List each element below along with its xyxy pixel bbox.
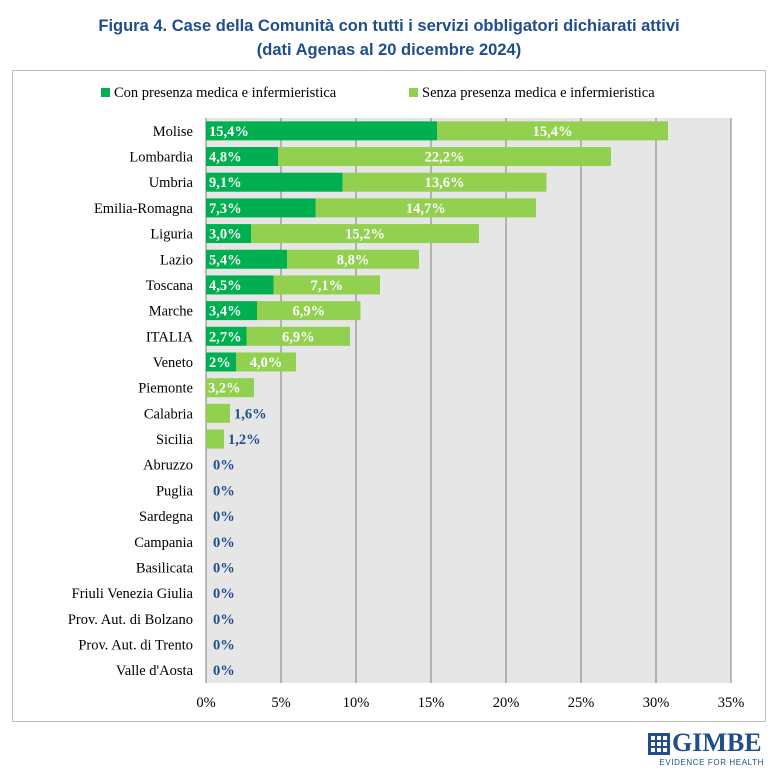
legend-label-2: Senza presenza medica e infermieristica (422, 85, 655, 101)
x-tick-label: 10% (343, 695, 370, 711)
category-label: Umbria (149, 175, 194, 191)
data-label-without-staff: 1,2% (228, 432, 261, 448)
data-label-without-staff: 6,9% (282, 329, 315, 345)
bar-with-staff (206, 224, 251, 244)
bar-without-staff (315, 198, 536, 218)
data-label-without-staff: 0% (213, 535, 235, 551)
category-label: Lazio (160, 252, 193, 268)
chart-title: Figura 4. Case della Comunità con tutti … (0, 14, 778, 62)
legend-label-1: Con presenza medica e infermieristica (114, 85, 337, 101)
data-label-without-staff: 0% (213, 663, 235, 679)
chart-frame: 0% 5% 10% 15% 20% 25% 30% 35% Con presenza medic… (12, 70, 766, 722)
category-label: Liguria (150, 227, 193, 243)
data-label-without-staff: 22,2% (425, 150, 465, 166)
data-label-without-staff: 14,7% (406, 201, 446, 217)
data-label-with-staff: 3,0% (209, 227, 242, 243)
bar-with-staff (206, 352, 236, 372)
data-label-without-staff: 0% (213, 612, 235, 628)
data-label-without-staff: 0% (213, 509, 235, 525)
data-label-without-staff: 6,9% (292, 304, 325, 320)
x-tick-label: 20% (493, 695, 520, 711)
data-label-with-staff: 7,3% (209, 201, 242, 217)
category-label: Lombardia (129, 150, 193, 166)
bar-with-staff (206, 198, 316, 218)
bar-with-staff (206, 121, 437, 141)
category-label: Abruzzo (143, 458, 193, 474)
category-label: Campania (134, 535, 193, 551)
logo-name: GIMBE (672, 728, 762, 757)
category-label: Friuli Venezia Giulia (72, 586, 194, 602)
data-label-without-staff: 7,1% (310, 278, 343, 294)
title-line-1: Figura 4. Case della Comunità con tutti … (98, 17, 680, 35)
bar-with-staff (206, 275, 274, 295)
bar-with-staff (206, 249, 287, 269)
data-label-without-staff: 0% (213, 483, 235, 499)
category-label: Prov. Aut. di Trento (78, 637, 193, 653)
data-label-with-staff: 2,7% (209, 329, 242, 345)
category-label: Sardegna (139, 509, 194, 525)
data-label-without-staff: 0% (213, 586, 235, 602)
bar-without-staff (273, 275, 380, 295)
bar-without-staff (287, 249, 419, 269)
data-label-without-staff: 4,0% (250, 355, 283, 371)
x-tick-label: 35% (718, 695, 745, 711)
category-label: Toscana (146, 278, 194, 294)
category-label: Molise (153, 124, 193, 140)
category-label: Piemonte (138, 381, 193, 397)
bar-without-staff (257, 301, 361, 321)
bar-with-staff (206, 301, 257, 321)
logo-tagline: EVIDENCE FOR HEALTH (659, 758, 764, 767)
data-label-without-staff: 0% (213, 458, 235, 474)
data-label-without-staff: 15,4% (533, 124, 573, 140)
data-label-with-staff: 15,4% (209, 124, 249, 140)
gimbe-logo: GIMBE EVIDENCE FOR HEALTH (646, 728, 764, 770)
bar-without-staff (206, 403, 230, 423)
bar-without-staff (437, 121, 668, 141)
category-label: Valle d'Aosta (116, 663, 194, 679)
category-label: Basilicata (136, 560, 194, 576)
data-label-with-staff: 2% (209, 355, 231, 371)
stacked-bar-chart: 0% 5% 10% 15% 20% 25% 30% 35% Con presenza medic… (68, 85, 745, 711)
category-label: Puglia (156, 483, 194, 499)
data-label-without-staff: 8,8% (337, 252, 370, 268)
category-label: ITALIA (146, 329, 194, 345)
bar-without-staff (251, 224, 479, 244)
data-label-without-staff: 15,2% (345, 227, 385, 243)
data-label-without-staff: 0% (213, 637, 235, 653)
title-line-2: (dati Agenas al 20 dicembre 2024) (256, 41, 522, 59)
data-label-without-staff: 1,6% (234, 406, 267, 422)
x-tick-label: 30% (643, 695, 670, 711)
x-tick-label: 0% (196, 695, 215, 711)
data-label-with-staff: 5,4% (209, 252, 242, 268)
bar-without-staff (236, 352, 296, 372)
category-label: Emilia-Romagna (94, 201, 194, 217)
bar-without-staff (206, 378, 254, 398)
category-label: Veneto (153, 355, 193, 371)
legend-swatch-2 (409, 88, 418, 97)
bar-without-staff (278, 147, 611, 167)
data-label-without-staff: 3,2% (208, 381, 241, 397)
data-label-with-staff: 9,1% (209, 175, 242, 191)
data-label-with-staff: 4,5% (209, 278, 242, 294)
x-tick-label: 25% (568, 695, 595, 711)
gimbe-logo-mark-icon (648, 733, 670, 755)
category-label: Calabria (144, 406, 194, 422)
bar-with-staff (206, 326, 247, 346)
x-tick-label: 15% (418, 695, 445, 711)
bar-with-staff (206, 172, 343, 192)
category-label: Prov. Aut. di Bolzano (68, 612, 193, 628)
legend-swatch-1 (101, 88, 110, 97)
bar-with-staff (206, 147, 278, 167)
bar-without-staff (246, 326, 350, 346)
data-label-without-staff: 13,6% (425, 175, 465, 191)
bar-without-staff (342, 172, 547, 192)
bar-without-staff (206, 429, 224, 449)
category-label: Marche (149, 304, 193, 320)
data-label-with-staff: 3,4% (209, 304, 242, 320)
data-label-without-staff: 0% (213, 560, 235, 576)
x-tick-label: 5% (271, 695, 290, 711)
data-label-with-staff: 4,8% (209, 150, 242, 166)
category-label: Sicilia (156, 432, 194, 448)
